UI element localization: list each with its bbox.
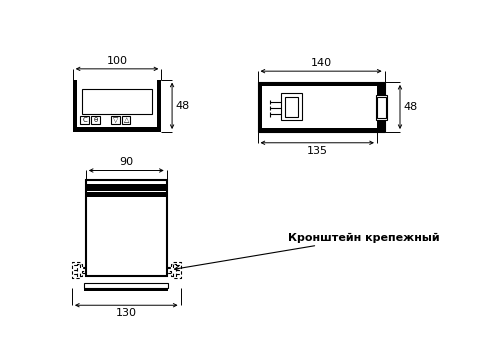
Bar — [377, 82, 384, 132]
Bar — [258, 82, 262, 132]
Bar — [77, 80, 156, 127]
Text: 135: 135 — [307, 146, 328, 156]
Text: 48: 48 — [403, 102, 417, 112]
Text: C: C — [82, 117, 87, 123]
Bar — [258, 82, 384, 132]
Bar — [376, 95, 387, 120]
Bar — [281, 93, 302, 121]
Text: θ: θ — [93, 117, 97, 123]
Bar — [73, 80, 161, 132]
Text: 90: 90 — [119, 157, 133, 167]
Bar — [262, 86, 264, 128]
Text: 48: 48 — [175, 101, 190, 111]
Text: 130: 130 — [116, 308, 137, 318]
Bar — [84, 283, 168, 288]
Bar — [86, 180, 167, 276]
Bar — [81, 116, 89, 124]
Bar — [111, 116, 120, 124]
Bar — [91, 116, 100, 124]
Text: 140: 140 — [311, 58, 332, 68]
Bar — [86, 192, 167, 197]
Bar — [285, 97, 299, 117]
Text: ▽: ▽ — [113, 117, 118, 123]
Bar — [86, 184, 167, 190]
Bar — [258, 128, 377, 132]
Bar — [258, 82, 377, 86]
Bar — [377, 97, 386, 118]
Bar — [84, 288, 168, 291]
Text: Кронштейн крепежный: Кронштейн крепежный — [175, 232, 440, 271]
Text: △: △ — [123, 117, 129, 123]
Text: 100: 100 — [107, 56, 128, 66]
Bar — [82, 89, 152, 114]
Bar — [122, 116, 131, 124]
